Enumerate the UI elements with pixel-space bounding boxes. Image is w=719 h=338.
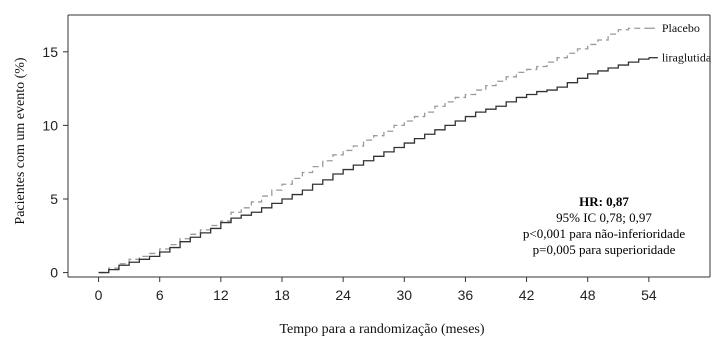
x-tick-label: 54 (641, 287, 657, 303)
y-tick-label: 5 (50, 191, 58, 207)
x-tick-label: 48 (580, 287, 596, 303)
series-line-placebo (98, 27, 649, 274)
series-label-placebo: Placebo (662, 21, 700, 35)
x-tick-label: 30 (396, 287, 412, 303)
x-tick-label: 6 (156, 287, 164, 303)
y-ticks: 0 5 10 15 (42, 44, 68, 281)
y-tick-label: 10 (42, 117, 58, 133)
plot-frame (67, 14, 711, 278)
hazard-ratio: HR: 0,87 (579, 194, 629, 209)
series-layer: Placebo liraglutida (98, 21, 712, 274)
x-ticks: 0 6 12 18 24 30 36 42 48 54 (95, 277, 657, 303)
p-value-superiority: p=0,005 para superioridade (532, 242, 676, 257)
p-value-noninferiority: p<0,001 para não-inferioridade (522, 226, 686, 241)
series-line-liraglutida (98, 57, 650, 274)
y-tick-label: 15 (42, 44, 58, 60)
x-axis-title: Tempo para a randomização (meses) (279, 322, 484, 337)
confidence-interval: 95% IC 0,78; 0,97 (556, 210, 652, 225)
series-label-liraglutida: liraglutida (662, 51, 712, 65)
hazard-ratio-annotation: HR: 0,87 95% IC 0,78; 0,97 p<0,001 para … (480, 194, 719, 258)
x-tick-label: 36 (458, 287, 474, 303)
x-tick-label: 24 (335, 287, 351, 303)
x-tick-label: 18 (274, 287, 290, 303)
x-tick-label: 12 (213, 287, 229, 303)
y-axis-title: Pacientes com um evento (%) (13, 57, 28, 225)
x-tick-label: 42 (519, 287, 535, 303)
x-tick-label: 0 (95, 287, 103, 303)
y-tick-label: 0 (50, 265, 58, 281)
